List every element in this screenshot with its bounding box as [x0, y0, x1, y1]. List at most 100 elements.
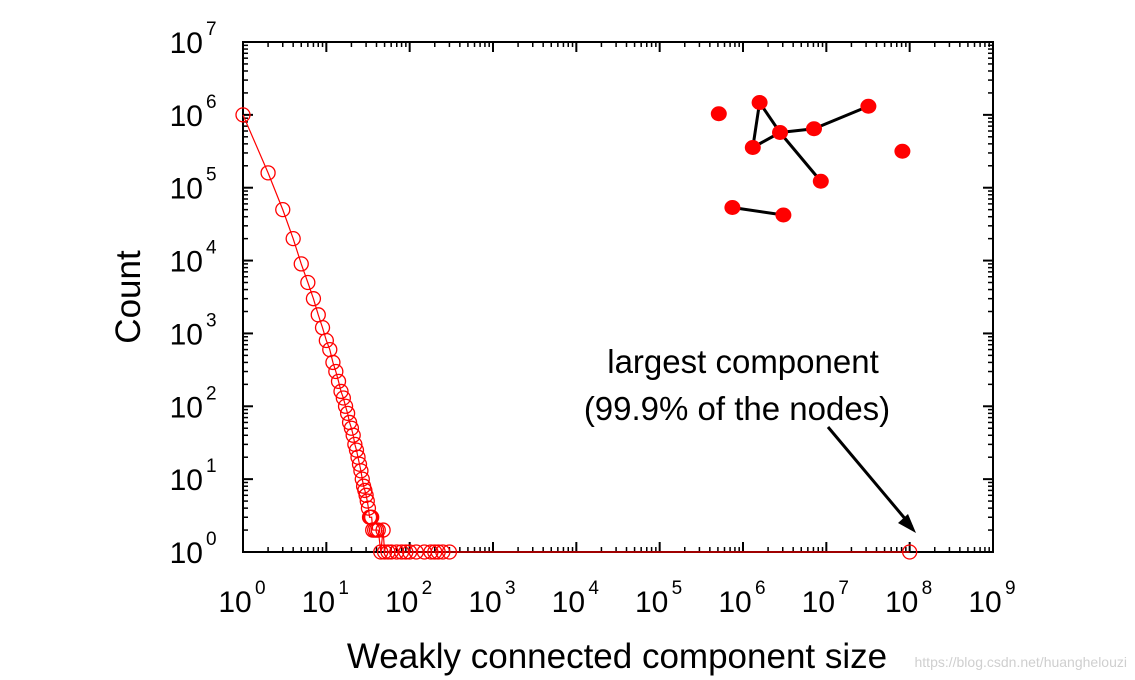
- data-point: [423, 544, 439, 560]
- data-point: [441, 544, 458, 560]
- x-tick-exponent: 7: [838, 578, 849, 599]
- x-tick-label: 10: [385, 586, 418, 619]
- series-line: [242, 114, 910, 553]
- x-tick-exponent: 8: [922, 578, 933, 599]
- watermark: https://blog.csdn.net/huanghelouzi: [914, 654, 1128, 670]
- y-tick-exponent: 3: [206, 310, 217, 331]
- data-point: [393, 544, 410, 560]
- data-point: [427, 544, 443, 560]
- annotation-line-2: (99.9% of the nodes): [584, 390, 890, 427]
- y-tick-label: 10: [170, 27, 203, 60]
- x-tick-exponent: 6: [755, 578, 766, 599]
- data-point: [343, 420, 360, 436]
- inset-node: [860, 98, 877, 114]
- inset-node: [772, 125, 788, 140]
- data-point: [389, 544, 405, 560]
- data-point: [402, 544, 418, 560]
- y-tick-label: 10: [170, 100, 203, 133]
- y-tick-exponent: 2: [206, 383, 217, 404]
- inset-edge: [778, 131, 822, 183]
- y-tick-label: 10: [170, 173, 203, 206]
- inset-edge: [813, 104, 869, 131]
- data-point: [335, 390, 351, 406]
- x-tick-exponent: 1: [338, 578, 349, 599]
- inset-node: [751, 95, 768, 110]
- x-tick-exponent: 5: [672, 578, 683, 599]
- data-point: [325, 354, 341, 371]
- data-point: [300, 274, 316, 291]
- data-point: [398, 544, 414, 560]
- data-point: [383, 544, 399, 560]
- data-point: [285, 230, 301, 247]
- data-point: [435, 544, 451, 560]
- y-tick-label: 10: [170, 246, 203, 279]
- x-tick-label: 10: [802, 586, 835, 619]
- data-point: [902, 544, 918, 560]
- y-tick-exponent: 5: [206, 165, 217, 186]
- network-inset-illustration: [710, 95, 911, 223]
- inset-edge: [751, 102, 762, 148]
- inset-edge: [732, 206, 784, 217]
- data-point: [333, 383, 349, 400]
- y-tick-exponent: 7: [206, 19, 217, 40]
- y-tick-label: 10: [170, 391, 203, 424]
- x-tick-exponent: 9: [1005, 578, 1016, 599]
- y-tick-exponent: 1: [206, 456, 217, 477]
- inset-node: [812, 173, 829, 189]
- data-point: [275, 201, 291, 218]
- data-point: [328, 363, 344, 380]
- data-point: [260, 165, 276, 181]
- inset-node: [806, 121, 822, 137]
- data-point: [235, 107, 251, 123]
- x-axis-label: Weakly connected component size: [347, 637, 887, 676]
- data-point: [376, 544, 393, 560]
- y-tick-exponent: 6: [206, 92, 217, 113]
- data-point: [348, 442, 365, 458]
- data-point: [305, 291, 322, 307]
- x-tick-exponent: 0: [255, 578, 266, 599]
- x-tick-label: 10: [552, 586, 585, 619]
- data-point: [375, 522, 391, 538]
- data-point: [345, 427, 361, 443]
- x-tick-label: 10: [635, 586, 668, 619]
- inset-node: [894, 143, 911, 159]
- x-tick-label: 10: [718, 586, 751, 619]
- data-point: [293, 256, 309, 272]
- annotation-line-1: largest component: [607, 343, 879, 380]
- annotation: largest component (99.9% of the nodes): [584, 343, 916, 533]
- data-point: [360, 500, 377, 516]
- data-point: [408, 544, 424, 560]
- x-tick-label: 10: [302, 586, 335, 619]
- annotation-arrow: [826, 426, 914, 528]
- data-point: [351, 456, 368, 472]
- y-axis-label: Count: [109, 250, 148, 344]
- data-point: [373, 544, 389, 560]
- data-point: [353, 463, 369, 479]
- y-tick-exponent: 0: [206, 529, 217, 550]
- x-tick-exponent: 2: [422, 578, 433, 599]
- inset-node: [710, 106, 727, 122]
- y-tick-label: 10: [170, 537, 203, 570]
- annotation-arrowhead: [898, 514, 916, 533]
- inset-node: [775, 207, 792, 223]
- y-tick-exponent: 4: [206, 238, 217, 259]
- data-point: [339, 405, 356, 421]
- data-series: [235, 107, 918, 560]
- data-point: [358, 487, 374, 503]
- inset-node: [724, 200, 741, 215]
- x-tick-exponent: 3: [505, 578, 516, 599]
- x-tick-label: 10: [468, 586, 501, 619]
- x-axis: 10 0 10 1 10 2 10 3 10 4 10 5 10 6 10 7 10 8 10 9: [218, 42, 1016, 619]
- x-tick-label: 10: [968, 586, 1001, 619]
- inset-node: [744, 140, 761, 155]
- data-point: [430, 544, 446, 560]
- data-point: [337, 398, 354, 414]
- data-point: [330, 373, 347, 389]
- y-tick-label: 10: [170, 318, 203, 351]
- y-tick-label: 10: [170, 464, 203, 497]
- x-tick-label: 10: [885, 586, 918, 619]
- data-point: [359, 493, 375, 509]
- x-tick-exponent: 4: [588, 578, 599, 599]
